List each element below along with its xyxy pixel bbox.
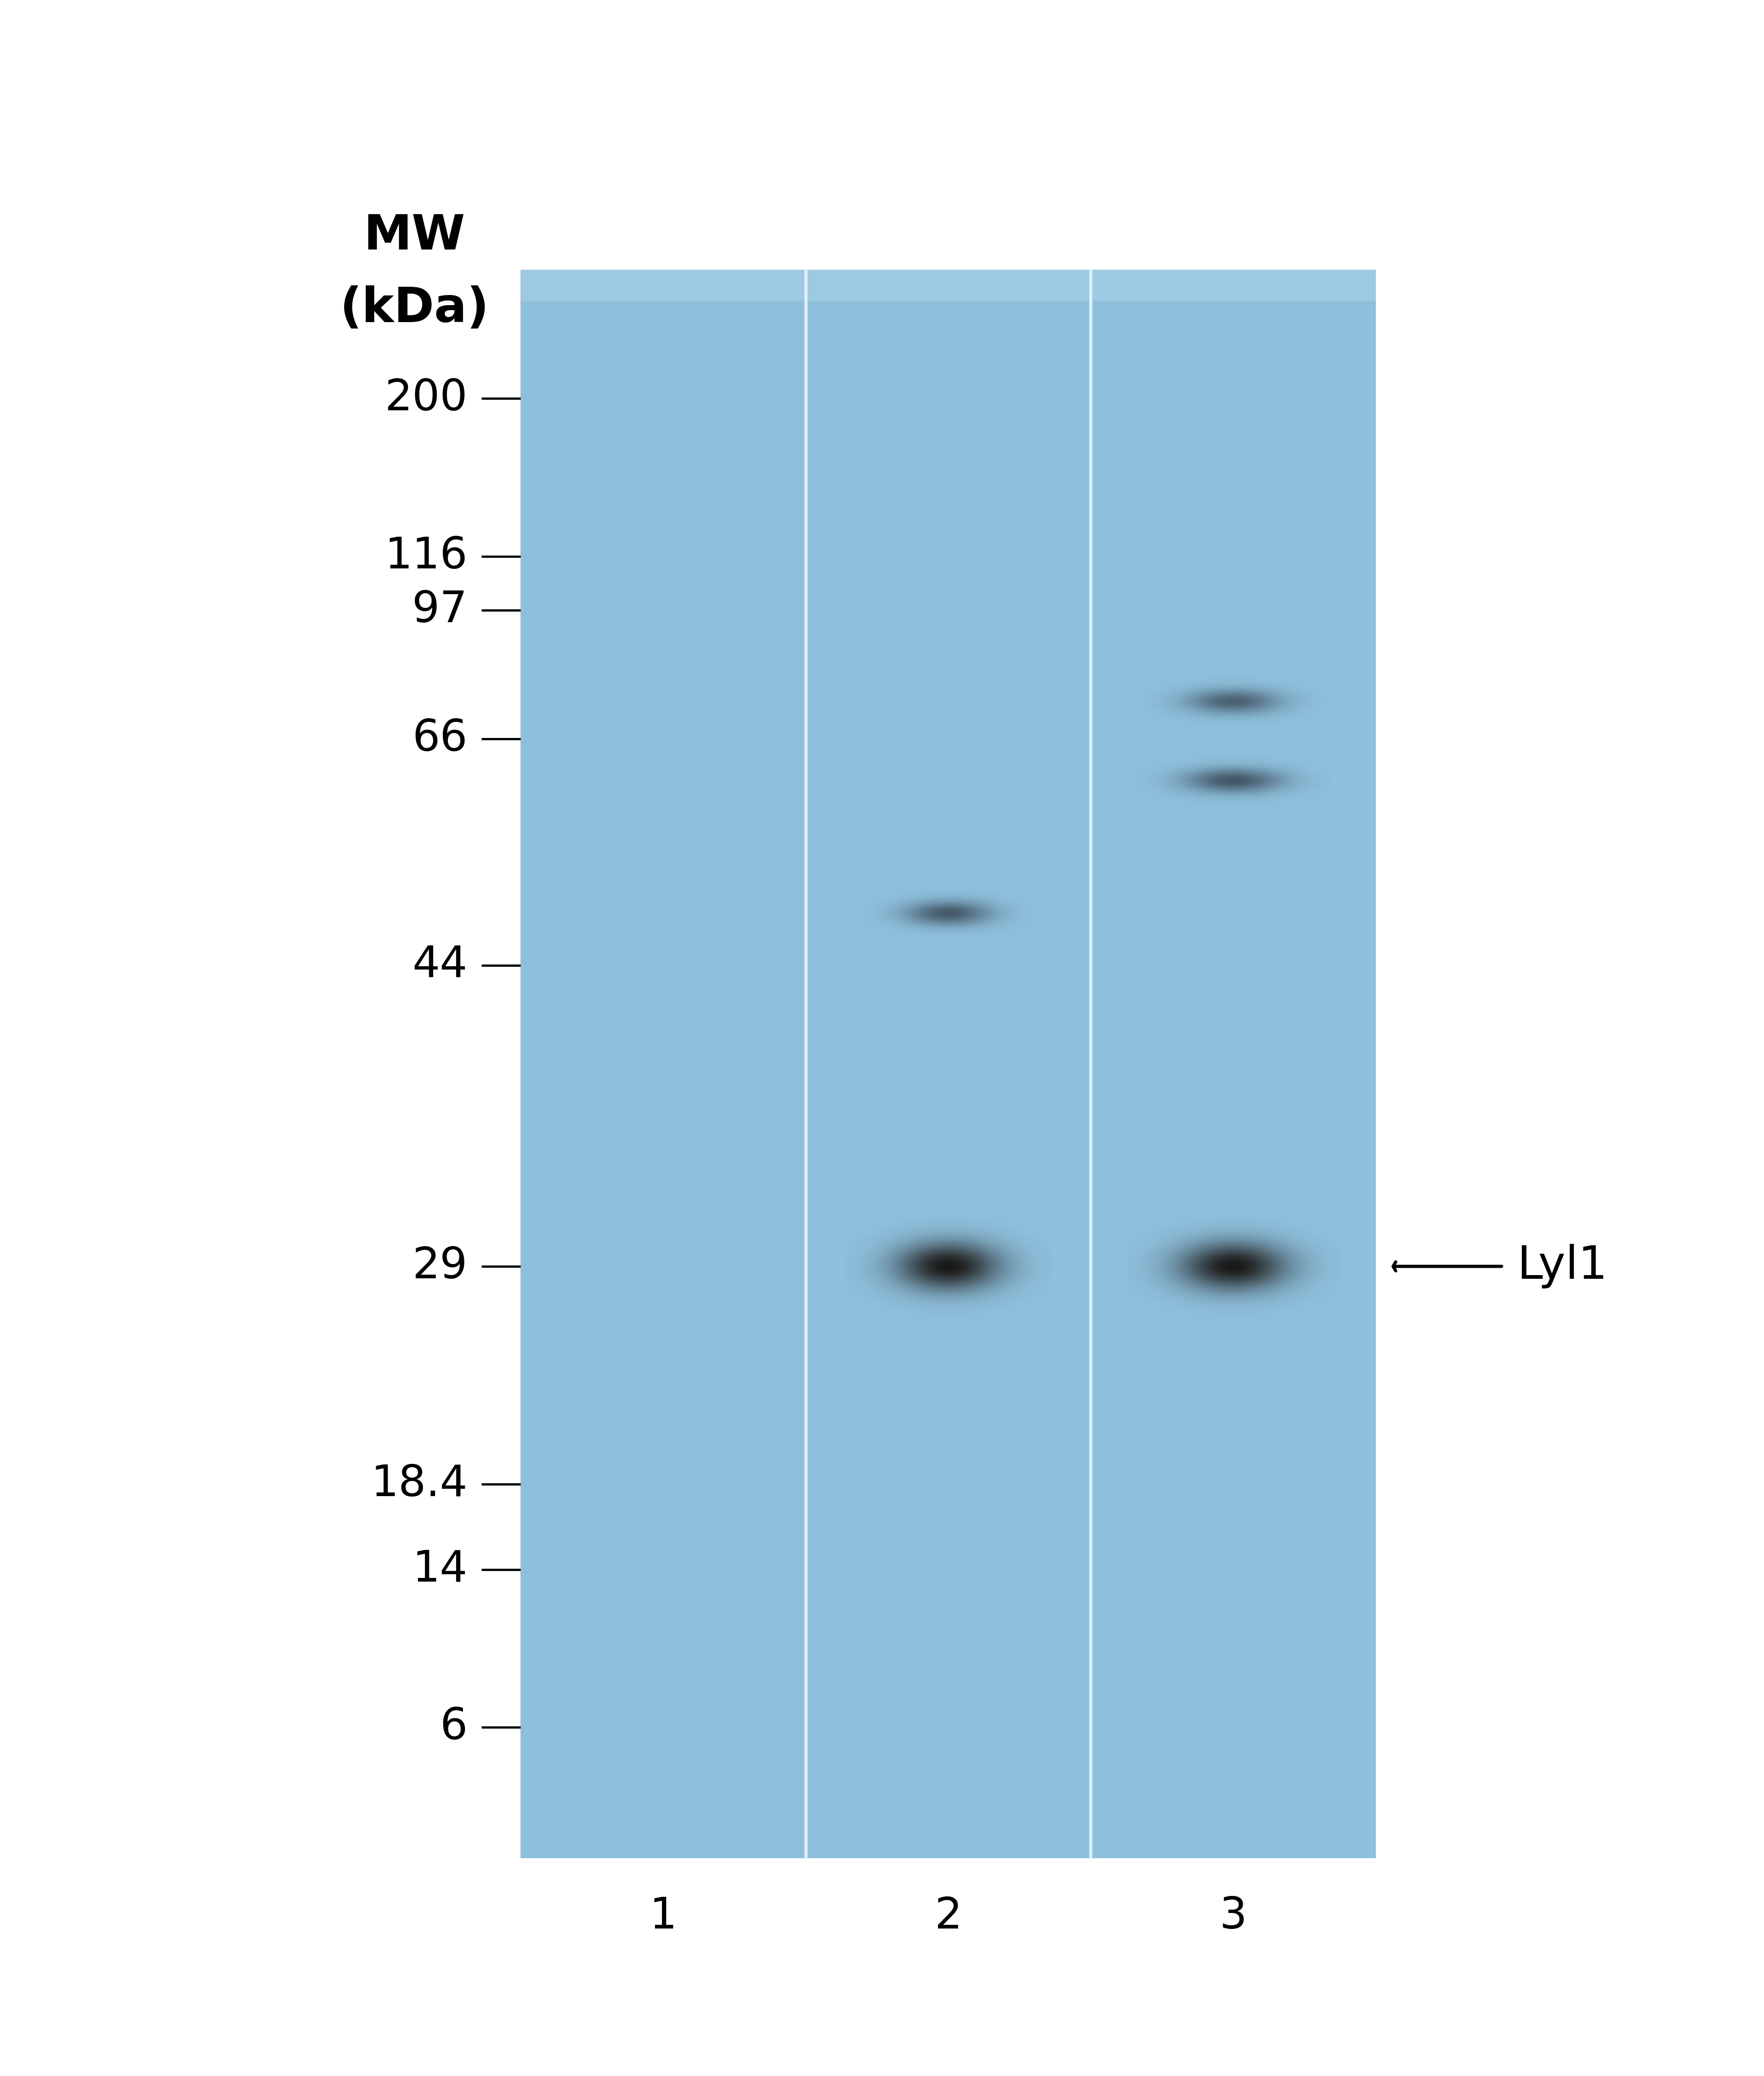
Text: 2: 2 xyxy=(935,1895,961,1937)
Text: 18.4: 18.4 xyxy=(370,1464,467,1505)
Bar xyxy=(520,270,1376,301)
Text: Lyl1: Lyl1 xyxy=(1517,1244,1607,1289)
Text: 3: 3 xyxy=(1219,1895,1247,1937)
Text: 66: 66 xyxy=(413,718,467,760)
Text: 1: 1 xyxy=(649,1895,677,1937)
Text: 97: 97 xyxy=(413,590,467,631)
Bar xyxy=(520,270,1376,1858)
Text: 14: 14 xyxy=(413,1549,467,1590)
Text: 29: 29 xyxy=(413,1246,467,1287)
Text: 44: 44 xyxy=(413,945,467,986)
Text: 6: 6 xyxy=(439,1706,467,1748)
Text: MW: MW xyxy=(363,212,466,260)
Text: 200: 200 xyxy=(385,378,467,419)
Text: (kDa): (kDa) xyxy=(340,284,489,332)
Text: 116: 116 xyxy=(385,536,467,577)
